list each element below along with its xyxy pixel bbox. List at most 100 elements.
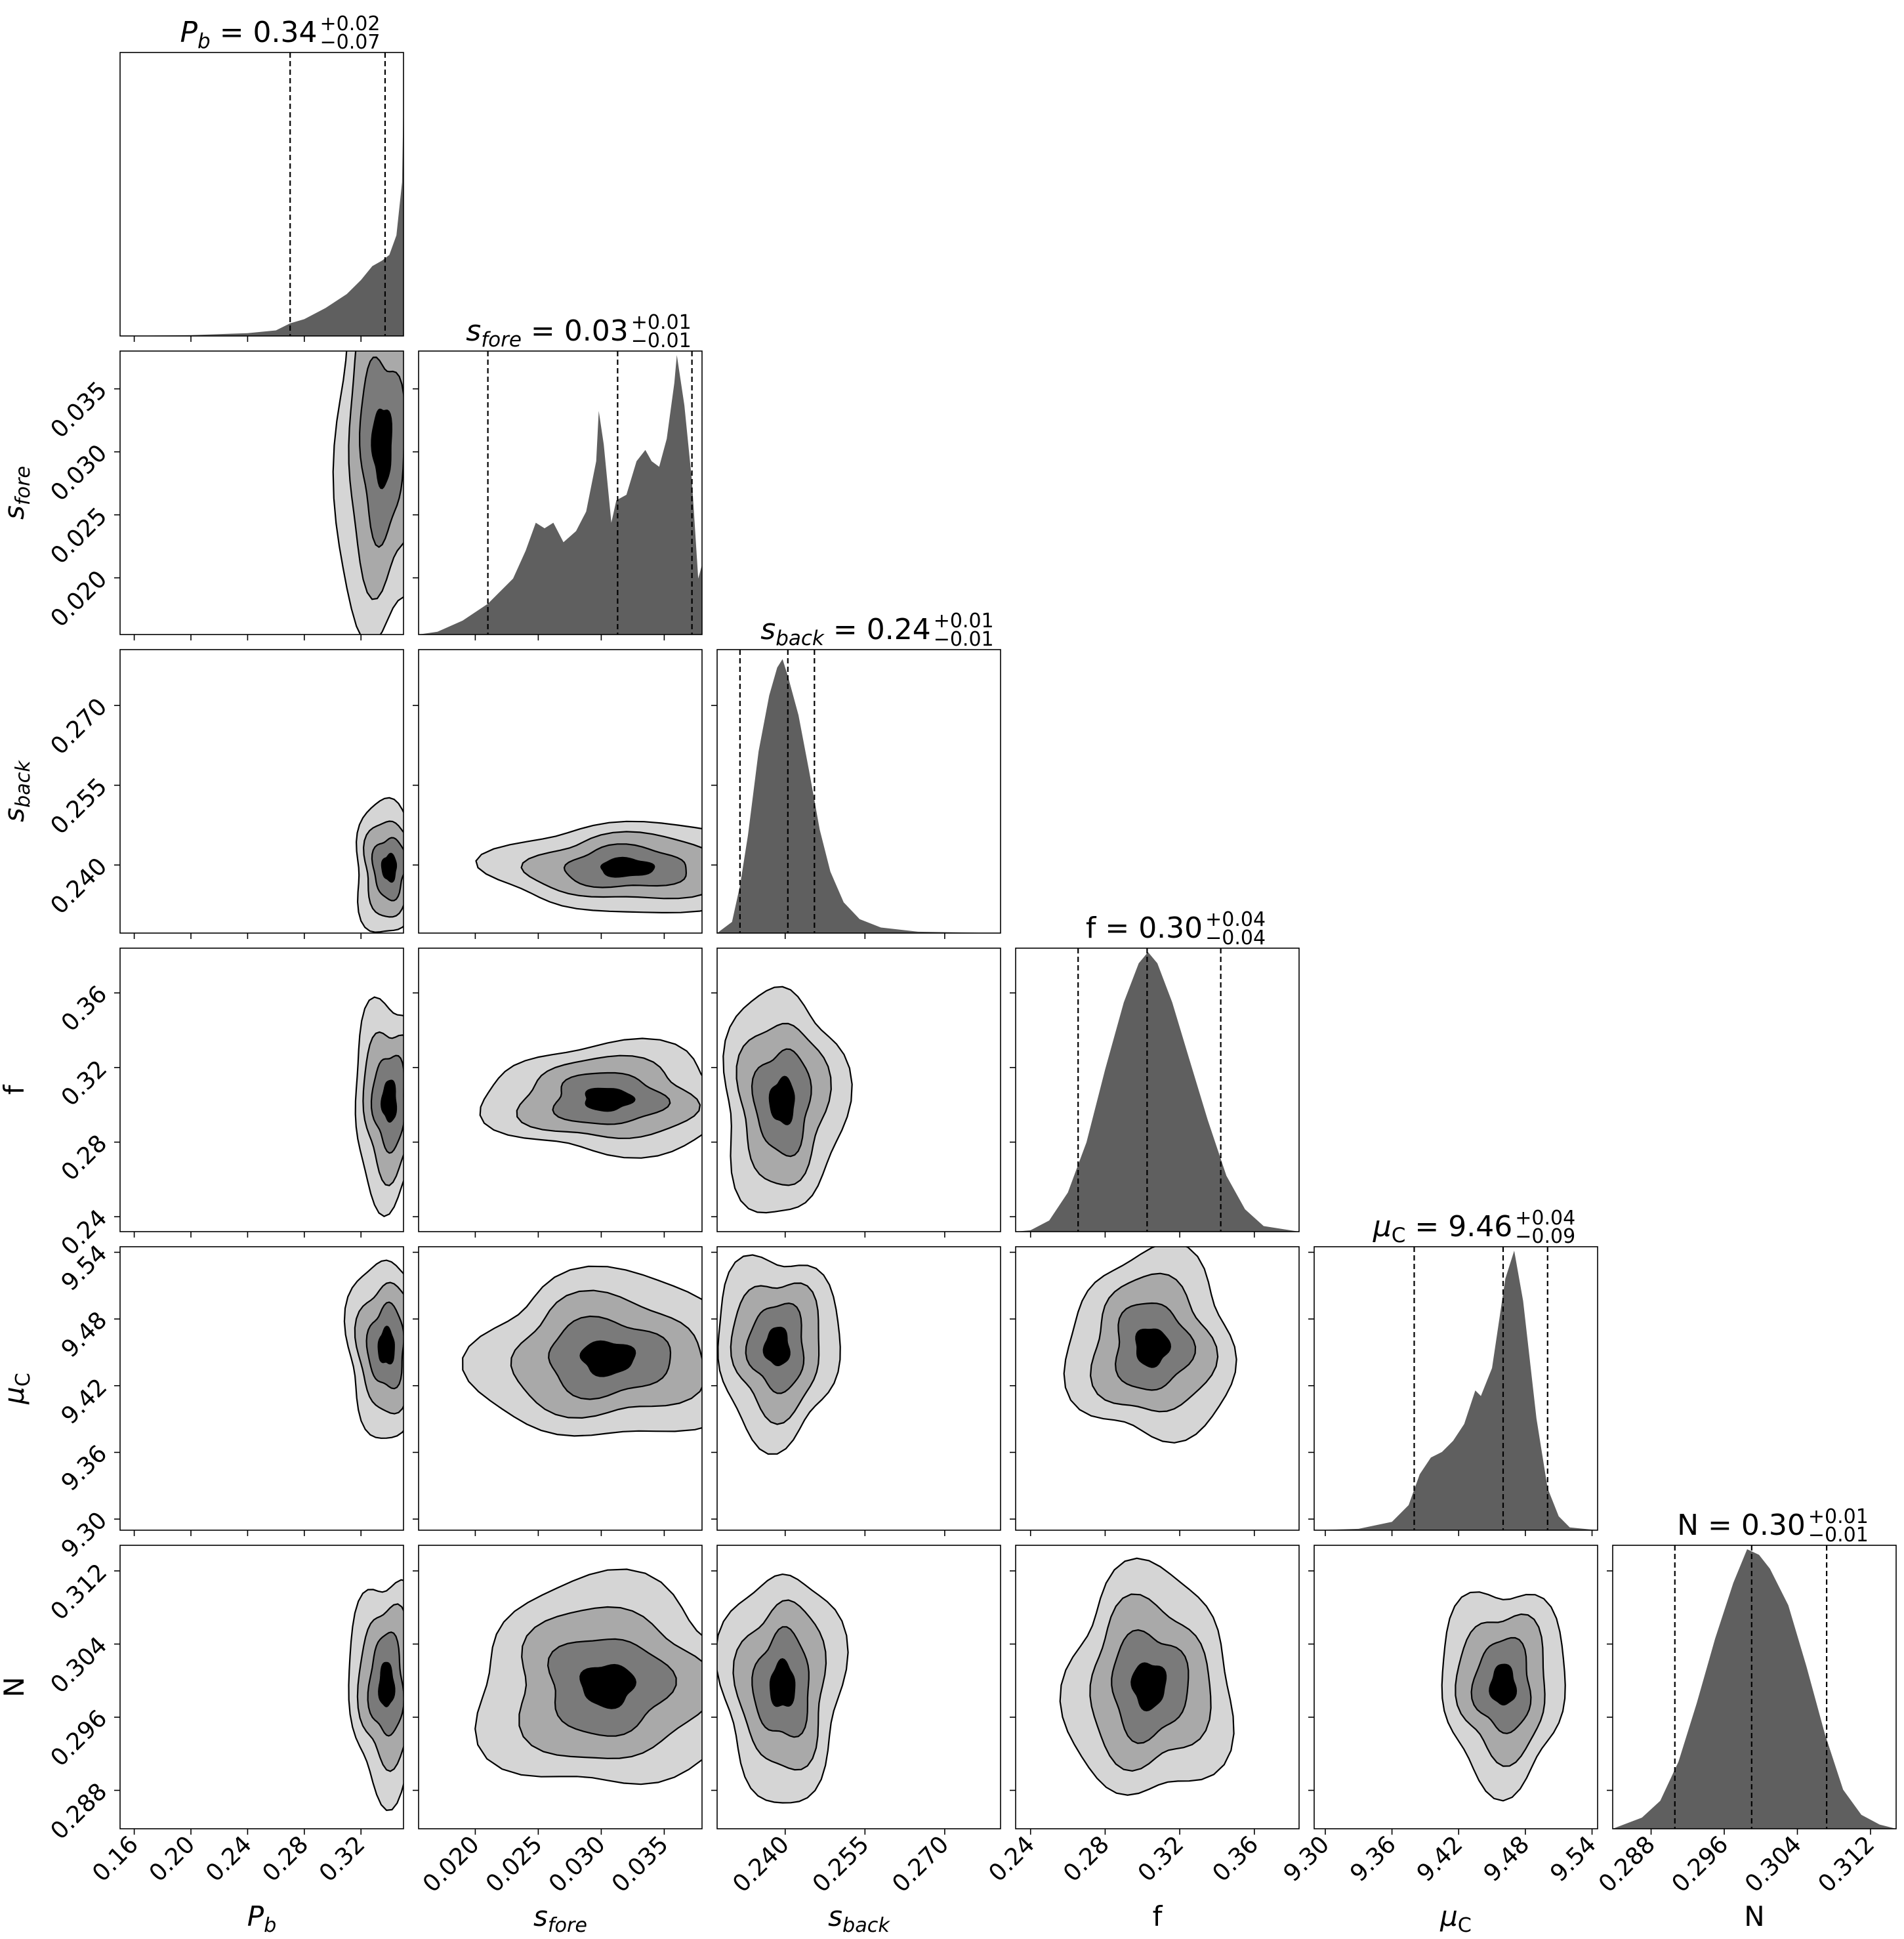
contour-level-4 <box>579 1340 636 1377</box>
histogram-area <box>120 98 404 336</box>
x-tick-label: 0.28 <box>1058 1831 1115 1887</box>
contour-panel-f-vs-Pb: 0.240.280.320.36f <box>0 948 404 1261</box>
x-tick-label: 0.035 <box>607 1831 674 1898</box>
x-tick-label: 0.288 <box>1594 1831 1661 1898</box>
x-tick-label: 0.025 <box>481 1831 548 1898</box>
x-tick-label: 0.20 <box>144 1831 201 1887</box>
histogram-panel-sfore: sfore = 0.03 +0.01−0.01 <box>413 311 703 640</box>
contour-level-4 <box>1489 1663 1518 1706</box>
svg-text:Pb = 0.34: Pb = 0.34 <box>180 16 317 53</box>
svg-text:+0.04: +0.04 <box>1515 1207 1575 1230</box>
x-tick-label: 0.270 <box>887 1831 954 1898</box>
x-axis-label-sfore: sfore <box>533 1900 587 1937</box>
svg-text:f = 0.30: f = 0.30 <box>1086 911 1203 945</box>
contour-panel-sback-vs-sfore <box>413 649 703 939</box>
panel-frame <box>1612 1545 1897 1829</box>
histogram-area <box>717 659 998 933</box>
contour-level-4 <box>381 852 398 883</box>
panel-title-N: N = 0.30 +0.01−0.01 <box>1677 1505 1869 1547</box>
svg-text:−0.01: −0.01 <box>934 628 994 651</box>
svg-text:+0.01: +0.01 <box>631 311 692 334</box>
y-tick-label: 0.32 <box>56 1055 113 1112</box>
panel-frame <box>716 1246 1001 1531</box>
contour-level-4 <box>585 1087 636 1112</box>
x-tick-label: 0.16 <box>87 1831 144 1887</box>
histogram-panel-muC: μC = 9.46 +0.04−0.09 <box>1308 1207 1598 1536</box>
contour-level-4 <box>1135 1328 1172 1368</box>
x-axis-label-Pb: Pb <box>247 1900 277 1937</box>
x-tick-label: 0.020 <box>418 1831 485 1898</box>
contour-level-4 <box>371 408 393 490</box>
histogram-panel-N: N = 0.30 +0.01−0.01 0.288 0.296 0.304 0.312 N <box>1594 1505 1897 1932</box>
y-tick-label: 9.42 <box>56 1373 113 1430</box>
panel-frame <box>119 350 404 635</box>
histogram-area <box>1314 1251 1598 1530</box>
x-axis-label-muC: μC <box>1439 1900 1472 1937</box>
panel-frame <box>418 1246 703 1531</box>
contour-level-4 <box>1130 1662 1167 1712</box>
contour-level-4 <box>600 856 655 878</box>
x-tick-label: 0.255 <box>808 1831 875 1898</box>
y-tick-label: 0.304 <box>45 1632 112 1699</box>
x-axis-label-N: N <box>1744 1900 1764 1932</box>
panel-title-sback: sback = 0.24 +0.01−0.01 <box>760 610 993 651</box>
y-tick-label: 0.270 <box>45 693 112 760</box>
contour-level-4 <box>762 1326 791 1366</box>
x-tick-label: 9.42 <box>1412 1831 1468 1887</box>
y-tick-label: 0.36 <box>56 981 113 1037</box>
panel-frame <box>119 1545 404 1829</box>
y-tick-label: 0.240 <box>45 853 112 920</box>
x-tick-label: 0.24 <box>201 1831 257 1887</box>
x-axis-label-f: f <box>1153 1900 1163 1932</box>
x-tick-label: 9.36 <box>1345 1831 1401 1887</box>
y-axis-label-f: f <box>0 1084 30 1095</box>
x-tick-label: 0.304 <box>1740 1831 1807 1898</box>
panel-frame <box>1314 1246 1598 1531</box>
y-tick-label: 0.030 <box>45 440 112 507</box>
panel-frame <box>119 649 404 934</box>
contour-panel-N-vs-f: 0.24 0.28 0.32 0.36 f <box>983 1545 1300 1932</box>
svg-text:sback = 0.24: sback = 0.24 <box>760 613 930 650</box>
contour-panel-muC-vs-sback <box>711 1246 1001 1536</box>
panel-frame <box>1015 948 1300 1232</box>
svg-text:−0.07: −0.07 <box>320 31 381 54</box>
contour-panel-f-vs-sback <box>711 948 1001 1238</box>
contour-panel-f-vs-sfore <box>413 948 703 1238</box>
y-tick-label: 0.025 <box>45 503 112 570</box>
contour-panel-muC-vs-f <box>1010 1246 1300 1536</box>
svg-text:sfore = 0.03: sfore = 0.03 <box>466 314 628 352</box>
histogram-area <box>1016 952 1299 1232</box>
histogram-panel-Pb: Pb = 0.34 +0.02−0.07 <box>119 12 404 342</box>
panel-frame <box>418 948 703 1232</box>
y-tick-label: 0.288 <box>45 1778 112 1845</box>
panel-frame <box>119 52 404 337</box>
histogram-area <box>1613 1549 1896 1829</box>
x-axis-label-sback: sback <box>828 1900 890 1937</box>
panel-title-sfore: sfore = 0.03 +0.01−0.01 <box>466 311 691 352</box>
contour-panel-muC-vs-sfore <box>413 1246 703 1536</box>
histogram-area <box>419 355 702 635</box>
svg-text:N = 0.30: N = 0.30 <box>1677 1509 1806 1542</box>
y-axis-label-sback: sback <box>0 760 35 822</box>
y-axis-label-N: N <box>0 1677 30 1697</box>
y-tick-label: 0.020 <box>45 566 112 633</box>
panel-frame <box>1015 1246 1300 1531</box>
panel-title-muC: μC = 9.46 +0.04−0.09 <box>1373 1207 1575 1248</box>
x-tick-label: 0.32 <box>1133 1831 1190 1887</box>
x-tick-label: 0.24 <box>983 1831 1040 1887</box>
svg-text:−0.01: −0.01 <box>631 329 692 352</box>
svg-text:+0.01: +0.01 <box>1808 1505 1869 1528</box>
contour-level-4 <box>377 1325 395 1365</box>
svg-text:−0.04: −0.04 <box>1205 927 1266 949</box>
panel-title-f: f = 0.30 +0.04−0.04 <box>1086 908 1266 949</box>
contour-level-4 <box>378 1661 396 1707</box>
panel-title-Pb: Pb = 0.34 +0.02−0.07 <box>180 12 380 54</box>
x-tick-label: 0.28 <box>257 1831 314 1887</box>
x-tick-label: 0.296 <box>1667 1831 1734 1898</box>
panel-frame <box>418 1545 703 1829</box>
